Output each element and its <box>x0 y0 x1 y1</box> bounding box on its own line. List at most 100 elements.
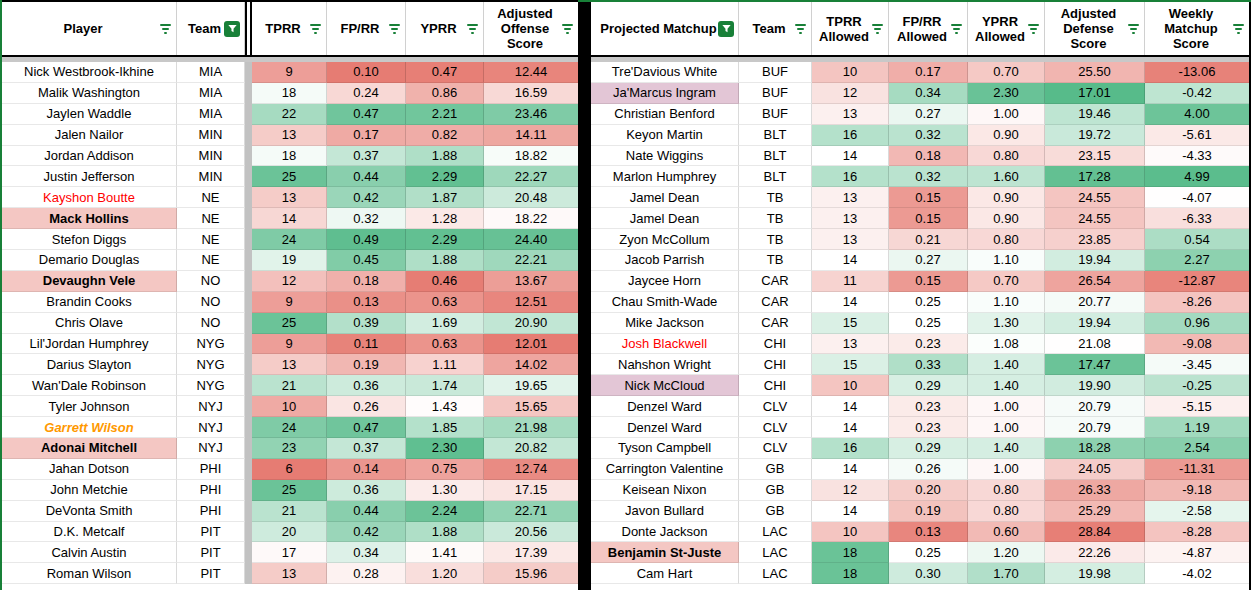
player-cell[interactable]: Chris Olave <box>2 313 177 334</box>
fprr-cell[interactable]: 0.47 <box>327 417 406 438</box>
weekly-cell[interactable]: 0.54 <box>1145 229 1249 250</box>
yprr-cell[interactable]: 0.90 <box>968 187 1045 208</box>
team-cell[interactable]: NE <box>177 208 245 229</box>
player-cell[interactable]: Jamel Dean <box>591 187 739 208</box>
team-cell[interactable]: BUF <box>739 83 812 104</box>
player-cell[interactable]: Jaycee Horn <box>591 271 739 292</box>
yprr-cell[interactable]: 1.20 <box>406 563 484 584</box>
tprr-cell[interactable]: 15 <box>812 313 889 334</box>
defense-header-tprr-allowed[interactable]: TPRR Allowed <box>812 2 889 55</box>
tprr-cell[interactable]: 25 <box>252 313 327 334</box>
team-cell[interactable]: CLV <box>739 396 812 417</box>
tprr-cell[interactable]: 13 <box>812 187 889 208</box>
tprr-cell[interactable]: 17 <box>252 542 327 563</box>
tprr-cell[interactable]: 24 <box>252 229 327 250</box>
yprr-cell[interactable]: 0.80 <box>968 480 1045 501</box>
team-cell[interactable]: PHI <box>177 480 245 501</box>
adj-cell[interactable]: 15.65 <box>484 396 578 417</box>
team-cell[interactable]: BUF <box>739 104 812 125</box>
weekly-cell[interactable]: -6.33 <box>1145 208 1249 229</box>
team-cell[interactable]: NYG <box>177 375 245 396</box>
team-cell[interactable]: MIA <box>177 104 245 125</box>
yprr-cell[interactable]: 1.08 <box>968 334 1045 355</box>
adj-cell[interactable]: 23.85 <box>1045 229 1145 250</box>
yprr-cell[interactable]: 2.30 <box>968 83 1045 104</box>
fprr-cell[interactable]: 0.29 <box>889 375 968 396</box>
yprr-cell[interactable]: 1.00 <box>968 459 1045 480</box>
fprr-cell[interactable]: 0.32 <box>327 208 406 229</box>
team-cell[interactable]: MIN <box>177 146 245 167</box>
team-cell[interactable]: NYJ <box>177 396 245 417</box>
fprr-cell[interactable]: 0.26 <box>889 459 968 480</box>
tprr-cell[interactable]: 14 <box>812 459 889 480</box>
yprr-cell[interactable]: 1.69 <box>406 313 484 334</box>
yprr-cell[interactable]: 0.46 <box>406 271 484 292</box>
tprr-cell[interactable]: 25 <box>252 480 327 501</box>
fprr-cell[interactable]: 0.13 <box>327 292 406 313</box>
fprr-cell[interactable]: 0.26 <box>327 396 406 417</box>
tprr-cell[interactable]: 18 <box>812 563 889 584</box>
player-cell[interactable]: Denzel Ward <box>591 417 739 438</box>
yprr-cell[interactable]: 2.29 <box>406 229 484 250</box>
player-cell[interactable]: Javon Bullard <box>591 501 739 522</box>
tprr-cell[interactable]: 20 <box>252 522 327 543</box>
yprr-cell[interactable]: 1.40 <box>968 354 1045 375</box>
player-cell[interactable]: Jacob Parrish <box>591 250 739 271</box>
adj-cell[interactable]: 18.82 <box>484 146 578 167</box>
weekly-cell[interactable]: -4.02 <box>1145 563 1249 584</box>
team-cell[interactable]: NE <box>177 250 245 271</box>
fprr-cell[interactable]: 0.39 <box>327 313 406 334</box>
adj-cell[interactable]: 20.79 <box>1045 396 1145 417</box>
player-cell[interactable]: Zyon McCollum <box>591 229 739 250</box>
weekly-cell[interactable]: -4.87 <box>1145 542 1249 563</box>
yprr-cell[interactable]: 1.30 <box>968 313 1045 334</box>
team-cell[interactable]: NYG <box>177 334 245 355</box>
weekly-cell[interactable]: 2.27 <box>1145 250 1249 271</box>
weekly-cell[interactable]: -8.28 <box>1145 522 1249 543</box>
player-cell[interactable]: Donte Jackson <box>591 522 739 543</box>
filter-icon[interactable] <box>310 24 321 34</box>
defense-header-projected-matchup[interactable]: Projected Matchup <box>591 2 739 55</box>
weekly-cell[interactable]: -0.42 <box>1145 83 1249 104</box>
fprr-cell[interactable]: 0.45 <box>327 250 406 271</box>
team-cell[interactable]: NE <box>177 229 245 250</box>
player-cell[interactable]: Marlon Humphrey <box>591 166 739 187</box>
fprr-cell[interactable]: 0.18 <box>327 271 406 292</box>
player-cell[interactable]: Carrington Valentine <box>591 459 739 480</box>
player-cell[interactable]: Jamel Dean <box>591 208 739 229</box>
yprr-cell[interactable]: 0.63 <box>406 292 484 313</box>
player-cell[interactable]: Calvin Austin <box>2 542 177 563</box>
adj-cell[interactable]: 19.65 <box>484 375 578 396</box>
tprr-cell[interactable]: 11 <box>812 271 889 292</box>
tprr-cell[interactable]: 13 <box>812 104 889 125</box>
yprr-cell[interactable]: 1.60 <box>968 166 1045 187</box>
fprr-cell[interactable]: 0.44 <box>327 501 406 522</box>
team-cell[interactable]: BUF <box>739 62 812 83</box>
fprr-cell[interactable]: 0.14 <box>327 459 406 480</box>
yprr-cell[interactable]: 1.10 <box>968 250 1045 271</box>
adj-cell[interactable]: 22.71 <box>484 501 578 522</box>
tprr-cell[interactable]: 22 <box>252 104 327 125</box>
player-cell[interactable]: Nahshon Wright <box>591 354 739 375</box>
team-cell[interactable]: CAR <box>739 313 812 334</box>
weekly-cell[interactable]: -4.33 <box>1145 146 1249 167</box>
weekly-cell[interactable]: -5.61 <box>1145 125 1249 146</box>
tprr-cell[interactable]: 15 <box>812 354 889 375</box>
player-cell[interactable]: Nick McCloud <box>591 375 739 396</box>
player-cell[interactable]: Jalen Nailor <box>2 125 177 146</box>
filter-icon[interactable] <box>872 24 883 34</box>
player-cell[interactable]: DeVonta Smith <box>2 501 177 522</box>
adj-cell[interactable]: 20.56 <box>484 522 578 543</box>
yprr-cell[interactable]: 2.21 <box>406 104 484 125</box>
tprr-cell[interactable]: 14 <box>812 396 889 417</box>
offense-header-fp-rr[interactable]: FP/RR <box>327 2 406 55</box>
team-cell[interactable]: CLV <box>739 438 812 459</box>
adj-cell[interactable]: 24.05 <box>1045 459 1145 480</box>
team-cell[interactable]: CHI <box>739 375 812 396</box>
yprr-cell[interactable]: 1.20 <box>968 542 1045 563</box>
filter-icon[interactable] <box>467 24 478 34</box>
weekly-cell[interactable]: 1.19 <box>1145 417 1249 438</box>
adj-cell[interactable]: 22.26 <box>1045 542 1145 563</box>
player-cell[interactable]: Tre'Davious White <box>591 62 739 83</box>
weekly-cell[interactable]: -9.08 <box>1145 334 1249 355</box>
